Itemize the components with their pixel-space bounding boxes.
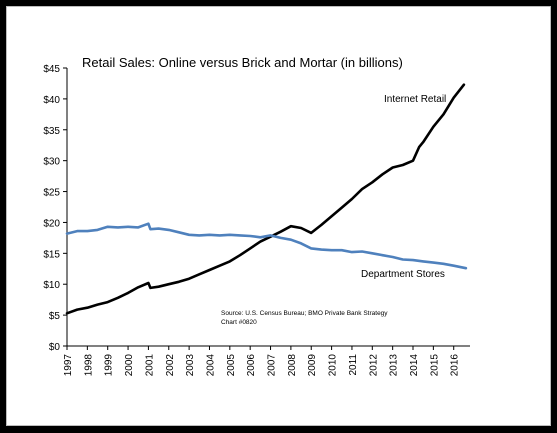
chart-axes [66, 68, 470, 347]
series-line-internet-retail [65, 83, 466, 315]
y-tick-label: $25 [43, 188, 60, 199]
x-tick-label: 2011 [348, 354, 359, 376]
y-tick-label: $15 [43, 249, 60, 260]
y-tick-label: $10 [43, 280, 60, 291]
x-tick-label: 2008 [287, 354, 298, 377]
x-tick-label: 2001 [144, 354, 155, 377]
internet-retail-label: Internet Retail [384, 94, 446, 105]
x-tick-label: 2005 [226, 354, 237, 377]
y-tick-label: $40 [43, 95, 60, 106]
x-tick-label: 2002 [165, 354, 176, 377]
x-axis-ticks: 1997 1998 1999 2000 2001 2002 2003 2004 2005 2006… [63, 346, 461, 376]
x-tick-label: 2007 [267, 354, 278, 377]
y-tick-label: $5 [49, 311, 61, 322]
x-tick-label: 2010 [328, 354, 339, 377]
x-tick-label: 2006 [246, 354, 257, 377]
x-tick-label: 2015 [429, 354, 440, 377]
x-tick-label: 2014 [409, 354, 420, 377]
chart-title: Retail Sales: Online versus Brick and Mo… [82, 55, 403, 70]
series-line-department-stores [65, 222, 468, 270]
x-tick-label: 2004 [205, 354, 216, 377]
x-tick-label: 1999 [104, 354, 115, 377]
x-tick-label: 1997 [63, 354, 74, 377]
y-tick-label: $35 [43, 126, 60, 137]
x-tick-label: 2012 [368, 354, 379, 377]
department-stores-label: Department Stores [361, 269, 445, 280]
y-tick-label: $30 [43, 157, 60, 168]
y-tick-label: $0 [49, 342, 61, 353]
x-tick-label: 2003 [185, 354, 196, 377]
x-tick-label: 1998 [83, 354, 94, 377]
source-note-line-2: Chart #0820 [221, 319, 257, 326]
x-tick-label: 2000 [124, 354, 135, 377]
series-layer [65, 83, 468, 315]
line-chart: Retail Sales: Online versus Brick and Mo… [43, 55, 470, 376]
y-axis-ticks: $0 $5 $10 $15 $20 $25 $30 $35 $40 $45 [43, 64, 67, 353]
y-tick-label: $45 [43, 64, 60, 75]
x-tick-label: 2013 [389, 354, 400, 377]
x-tick-label: 2016 [450, 354, 461, 377]
chart-frame: Retail Sales: Online versus Brick and Mo… [6, 6, 551, 426]
x-tick-label: 2009 [307, 354, 318, 377]
y-tick-label: $20 [43, 218, 60, 229]
source-note-line-1: Source: U.S. Census Bureau; BMO Private … [221, 310, 388, 317]
